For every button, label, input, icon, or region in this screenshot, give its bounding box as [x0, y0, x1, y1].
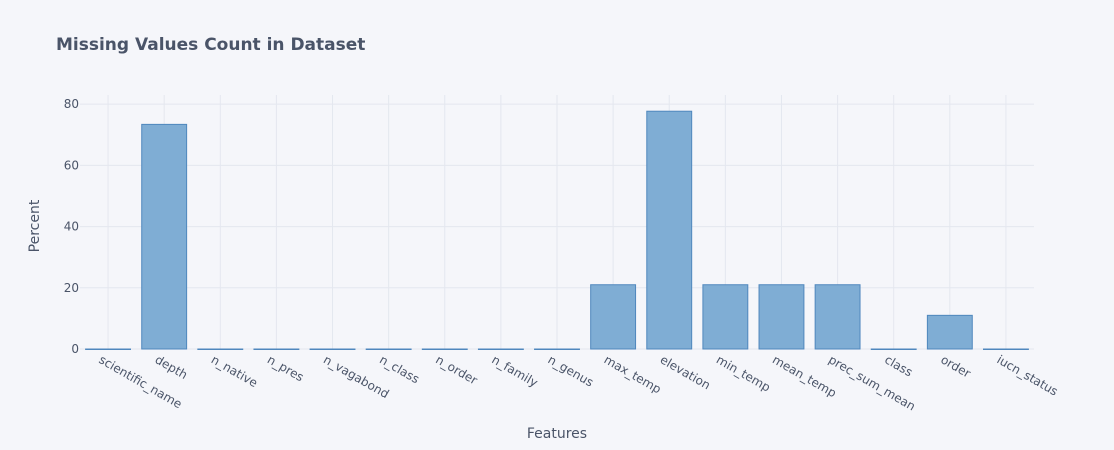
bar-order[interactable] — [926, 314, 973, 350]
x-tick-label: min_temp — [714, 352, 773, 394]
x-tick-label: iucn_status — [994, 352, 1060, 398]
bar-iucn-status[interactable] — [982, 348, 1029, 350]
y-axis-ticks: 0 20 40 60 80 — [64, 97, 79, 356]
bar-n-vagabond[interactable] — [309, 348, 356, 350]
bar-n-pres[interactable] — [253, 348, 300, 350]
bar-depth[interactable] — [141, 123, 188, 350]
bar-n-native[interactable] — [197, 348, 244, 350]
gridlines — [80, 95, 1034, 350]
x-tick-label: n_family — [489, 352, 540, 389]
x-tick-label: depth — [153, 352, 190, 382]
y-tick-label: 0 — [71, 342, 79, 356]
x-tick-label: n_class — [377, 352, 422, 386]
x-tick-label: n_genus — [546, 352, 596, 389]
y-tick-label: 20 — [64, 281, 79, 295]
bar-n-order[interactable] — [421, 348, 468, 350]
x-tick-label: max_temp — [602, 352, 664, 396]
bar-n-family[interactable] — [477, 348, 524, 350]
bar-prec-sum-mean[interactable] — [814, 284, 861, 350]
bar-min-temp[interactable] — [702, 284, 749, 350]
x-tick-label: class — [882, 352, 915, 379]
x-tick-label: order — [938, 352, 973, 380]
bar-n-class[interactable] — [365, 348, 412, 350]
y-tick-label: 80 — [64, 97, 79, 111]
bar-scientific-name[interactable] — [85, 348, 132, 350]
bar-n-genus[interactable] — [534, 348, 580, 350]
bar-class[interactable] — [870, 348, 917, 350]
x-tick-label: elevation — [658, 352, 713, 392]
bar-max-temp[interactable] — [590, 284, 637, 350]
bar-elevation[interactable] — [646, 110, 693, 350]
bars — [85, 110, 1029, 350]
x-tick-label: n_order — [433, 352, 480, 387]
x-tick-label: n_pres — [265, 352, 306, 384]
y-tick-label: 40 — [64, 220, 79, 234]
chart-title: Missing Values Count in Dataset — [56, 35, 365, 55]
x-tick-label: n_native — [209, 352, 260, 390]
x-axis-title: Features — [527, 426, 587, 442]
y-tick-label: 60 — [64, 158, 79, 172]
bar-mean-temp[interactable] — [758, 284, 805, 350]
y-axis-title: Percent — [27, 199, 43, 252]
